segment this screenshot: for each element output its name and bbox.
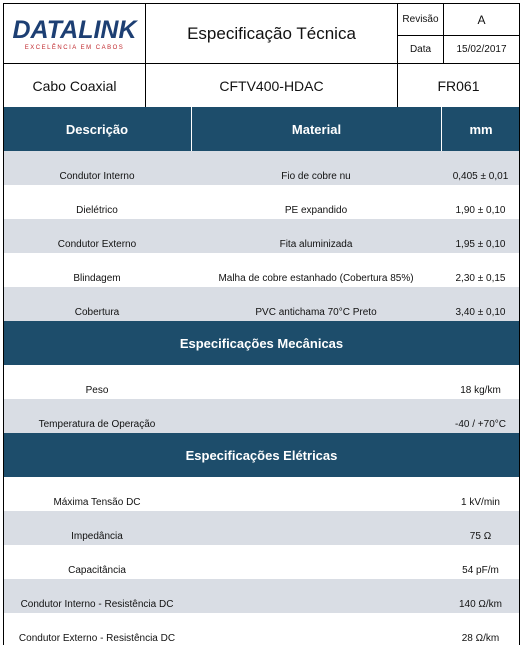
cell: Capacitância (68, 565, 126, 576)
cell (191, 511, 441, 545)
section-title: Especificações Elétricas (3, 433, 520, 477)
cell: Condutor Externo - Resistência DC (18, 633, 176, 644)
cell: 1 kV/min (461, 497, 500, 508)
column-header: Material (191, 107, 441, 151)
cell: -40 / +70°C (441, 399, 520, 433)
date: 15/02/2017 (443, 35, 520, 64)
cell: Peso (85, 385, 109, 396)
cell: Condutor Interno (3, 151, 191, 185)
cell (191, 365, 441, 399)
product-code: FR061 (397, 63, 520, 108)
cell (191, 399, 441, 433)
cell: Impedância (3, 511, 191, 545)
cell: 18 kg/km (460, 385, 501, 396)
cell: 2,30 ± 0,15 (455, 273, 506, 284)
cell: 140 Ω/km (441, 579, 520, 613)
cell: 0,405 ± 0,01 (441, 151, 520, 185)
cell: 1,95 ± 0,10 (441, 219, 520, 253)
cell: 3,40 ± 0,10 (441, 287, 520, 321)
cell: Fita aluminizada (191, 219, 441, 253)
column-header: Descrição (3, 107, 191, 151)
revision: A (443, 3, 520, 36)
doc-title: Especificação Técnica (145, 3, 398, 64)
revision-label: Revisão (397, 3, 444, 36)
cell: Temperatura de Operação (3, 399, 191, 433)
date-label: Data (397, 35, 444, 64)
cell: Fio de cobre nu (191, 151, 441, 185)
logo-box: DATALINK EXCELÊNCIA EM CABOS (3, 3, 146, 64)
logo: DATALINK (12, 16, 137, 44)
product-name: Cabo Coaxial (3, 63, 146, 108)
cell (191, 545, 441, 579)
cell: PE expandido (284, 205, 348, 216)
section-title: Especificações Mecânicas (3, 321, 520, 365)
product-model: CFTV400-HDAC (145, 63, 398, 108)
cell: Condutor Interno - Resistência DC (3, 579, 191, 613)
cell: PVC antichama 70°C Preto (191, 287, 441, 321)
tagline: EXCELÊNCIA EM CABOS (24, 45, 125, 51)
cell: 75 Ω (441, 511, 520, 545)
cell: Malha de cobre estanhado (Cobertura 85%) (218, 273, 414, 284)
cell: Cobertura (3, 287, 191, 321)
cell: Blindagem (73, 273, 121, 284)
cell: 1,90 ± 0,10 (455, 205, 506, 216)
cell: Condutor Externo (3, 219, 191, 253)
cell: 54 pF/m (462, 565, 499, 576)
cell: 28 Ω/km (461, 633, 500, 644)
column-header: mm (441, 107, 520, 151)
cell (191, 579, 441, 613)
cell: Máxima Tensão DC (53, 497, 141, 508)
cell: Dielétrico (76, 205, 118, 216)
cell (191, 477, 441, 511)
cell (191, 613, 441, 647)
